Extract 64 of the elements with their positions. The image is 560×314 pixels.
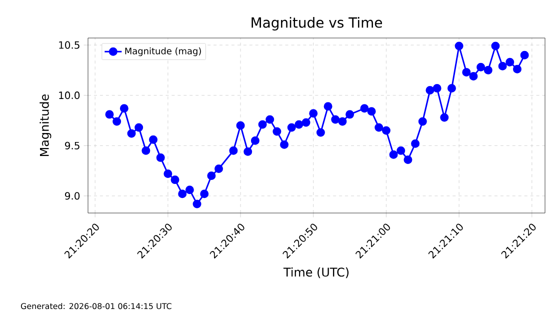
point xyxy=(484,66,492,74)
point xyxy=(512,64,522,74)
point xyxy=(236,121,245,130)
point xyxy=(411,139,420,148)
point xyxy=(506,58,514,66)
point xyxy=(309,109,318,118)
point xyxy=(498,62,507,70)
point xyxy=(418,117,427,126)
point xyxy=(302,118,310,127)
y-tick-label: 10.0 xyxy=(59,92,80,100)
point xyxy=(287,123,296,132)
point xyxy=(178,190,187,198)
point xyxy=(192,200,202,208)
point xyxy=(447,84,456,93)
y-tick-label: 10.5 xyxy=(59,41,80,49)
point xyxy=(324,102,332,111)
legend-label: Magnitude (mag) xyxy=(125,47,201,56)
point xyxy=(244,147,252,156)
point xyxy=(360,104,369,113)
point xyxy=(185,186,194,194)
point xyxy=(120,104,128,113)
point xyxy=(207,172,216,180)
point xyxy=(469,72,478,80)
point xyxy=(454,42,464,50)
point xyxy=(432,84,442,93)
point xyxy=(280,140,289,149)
x-axis-title: Time (UTC) xyxy=(283,267,349,278)
point xyxy=(316,128,325,137)
point xyxy=(374,123,384,132)
y-tick-label: 9.5 xyxy=(65,142,80,150)
point xyxy=(105,110,114,119)
point xyxy=(112,117,122,126)
point xyxy=(149,135,158,144)
point xyxy=(491,42,500,50)
y-axis-title: Magnitude xyxy=(40,94,52,156)
y-tick-label: 9.0 xyxy=(65,192,80,200)
point xyxy=(170,176,180,184)
chart-title: Magnitude vs Time xyxy=(252,17,382,31)
point xyxy=(266,115,274,124)
point xyxy=(382,126,390,135)
point xyxy=(229,146,238,155)
point xyxy=(142,146,150,155)
point xyxy=(520,50,529,60)
point xyxy=(440,113,449,122)
point xyxy=(404,155,412,164)
point xyxy=(389,150,398,159)
point xyxy=(250,136,260,145)
point xyxy=(396,146,406,155)
point xyxy=(134,123,144,132)
point xyxy=(164,170,172,178)
point xyxy=(476,62,486,72)
point xyxy=(294,120,304,129)
point xyxy=(127,129,136,138)
point xyxy=(156,153,165,162)
point xyxy=(331,115,340,124)
point xyxy=(338,117,347,126)
point xyxy=(200,190,209,198)
point xyxy=(367,107,376,116)
point xyxy=(214,164,224,173)
point xyxy=(426,86,434,95)
point xyxy=(272,127,282,136)
point xyxy=(346,110,354,119)
point xyxy=(462,68,471,76)
point xyxy=(258,120,267,129)
